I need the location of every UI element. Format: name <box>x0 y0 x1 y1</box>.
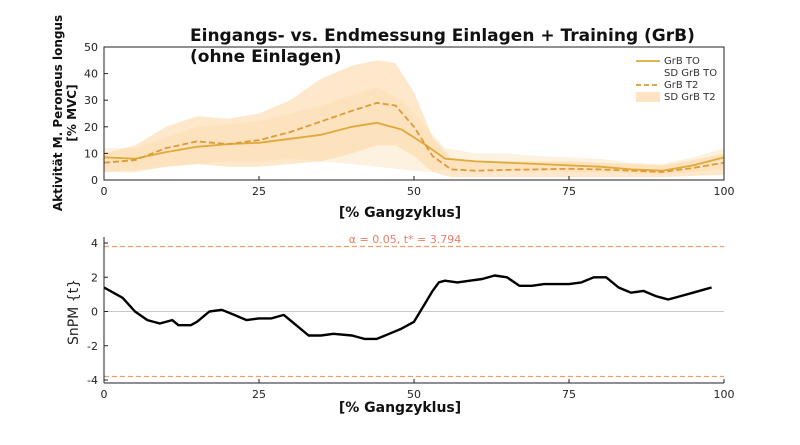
top-ytick-label: 20 <box>84 121 98 134</box>
bottom-xlabel: [% Gangzyklus] <box>339 400 461 416</box>
bottom-ylabel: SnPM {t} <box>66 279 82 345</box>
band-sd-grb-t2 <box>104 60 724 178</box>
bottom-ytick-label: 2 <box>91 271 98 284</box>
top-ytick-label: 50 <box>84 41 98 54</box>
top-ylabel-unit: [% MVC] <box>65 84 79 141</box>
legend-label-grb-to: GrB TO <box>664 56 700 67</box>
bottom-xtick-label: 25 <box>252 388 266 401</box>
chart-subtitle: (ohne Einlagen) <box>190 47 342 67</box>
legend-label-grb-t2: GrB T2 <box>664 80 698 91</box>
top-sd-bands <box>104 60 724 178</box>
top-xtick-label: 100 <box>714 185 735 198</box>
top-ytick-label: 40 <box>84 68 98 81</box>
bottom-y-ticks: -4 -2 0 2 4 <box>87 237 108 387</box>
threshold-label: α = 0.05, t* = 3.794 <box>349 233 461 246</box>
bottom-ytick-label: -4 <box>87 374 98 387</box>
legend: GrB TO SD GrB TO GrB T2 SD GrB T2 <box>636 56 717 103</box>
line-grb-t2 <box>103 102 725 173</box>
top-xtick-label: 25 <box>252 185 266 198</box>
top-xtick-label: 75 <box>562 185 576 198</box>
top-lines <box>103 102 725 173</box>
bottom-ytick-label: -2 <box>87 340 98 353</box>
line-grb-to <box>103 121 725 172</box>
bottom-xtick-label: 50 <box>407 388 421 401</box>
legend-swatch-sd-grb-t2 <box>636 92 660 102</box>
top-x-ticks: 0 25 50 75 100 <box>101 176 735 198</box>
top-xlabel: [% Gangzyklus] <box>339 205 461 221</box>
bottom-xtick-label: 0 <box>101 388 108 401</box>
chart-top: 0 25 50 75 100 0 10 20 30 40 50 Eingangs- vs. End… <box>51 15 735 221</box>
bottom-xtick-label: 75 <box>562 388 576 401</box>
legend-label-sd-grb-to: SD GrB TO <box>664 68 717 79</box>
bottom-ytick-label: 4 <box>91 237 98 250</box>
snpm-t-line <box>103 274 712 341</box>
top-ytick-label: 10 <box>84 147 98 160</box>
bottom-ytick-label: 0 <box>91 306 98 319</box>
top-ytick-label: 30 <box>84 94 98 107</box>
top-ytick-label: 0 <box>91 174 98 187</box>
top-y-ticks: 0 10 20 30 40 50 <box>84 41 108 187</box>
bottom-xtick-label: 100 <box>714 388 735 401</box>
top-xtick-label: 50 <box>407 185 421 198</box>
bottom-x-ticks: 0 25 50 75 100 <box>101 379 735 401</box>
top-ylabel: Aktivität M. Peroneus longus <box>51 15 65 211</box>
chart-title: Eingangs- vs. Endmessung Einlagen + Trai… <box>190 26 695 46</box>
legend-label-sd-grb-t2: SD GrB T2 <box>664 92 716 103</box>
top-xtick-label: 0 <box>101 185 108 198</box>
